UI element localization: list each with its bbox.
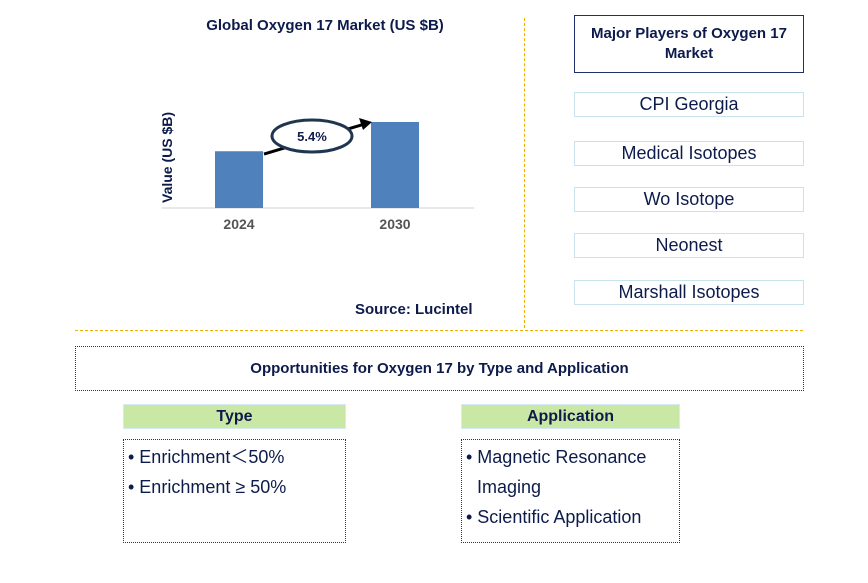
divider-vertical xyxy=(524,18,525,328)
player-item: Neonest xyxy=(574,233,804,258)
player-item: CPI Georgia xyxy=(574,92,804,117)
opportunities-title: Opportunities for Oxygen 17 by Type and … xyxy=(75,346,804,391)
bar-2030 xyxy=(371,122,419,208)
bar-2024 xyxy=(215,151,263,208)
type-list: • Enrichment＜50% • Enrichment ≥ 50% xyxy=(123,439,346,543)
application-header: Application xyxy=(461,404,680,429)
divider-horizontal xyxy=(75,330,803,331)
y-axis-label: Value (US $B) xyxy=(159,112,175,203)
application-item: Imaging xyxy=(477,477,542,497)
cagr-label: 5.4% xyxy=(297,129,327,144)
cagr-ellipse xyxy=(270,118,354,154)
application-item: • Scientific Application xyxy=(466,507,642,527)
chart-title: Global Oxygen 17 Market (US $B) xyxy=(206,17,444,34)
application-list: • Magnetic Resonance Imaging • Scientifi… xyxy=(461,439,680,543)
x-tick-label: 2024 xyxy=(223,216,254,232)
bar-chart: Value (US $B) 2024 2030 5.4% xyxy=(159,112,474,232)
type-item: • Enrichment＜50% xyxy=(128,447,285,467)
player-item: Medical Isotopes xyxy=(574,141,804,166)
source: Source: Lucintel xyxy=(355,301,473,318)
application-item: • Magnetic Resonance xyxy=(466,447,647,467)
type-header: Type xyxy=(123,404,346,429)
player-item: Wo Isotope xyxy=(574,187,804,212)
players-title: Major Players of Oxygen 17 Market xyxy=(574,15,804,73)
arrow-head xyxy=(359,118,372,130)
player-item: Marshall Isotopes xyxy=(574,280,804,305)
type-item: • Enrichment ≥ 50% xyxy=(128,477,287,497)
x-tick-label: 2030 xyxy=(379,216,410,232)
